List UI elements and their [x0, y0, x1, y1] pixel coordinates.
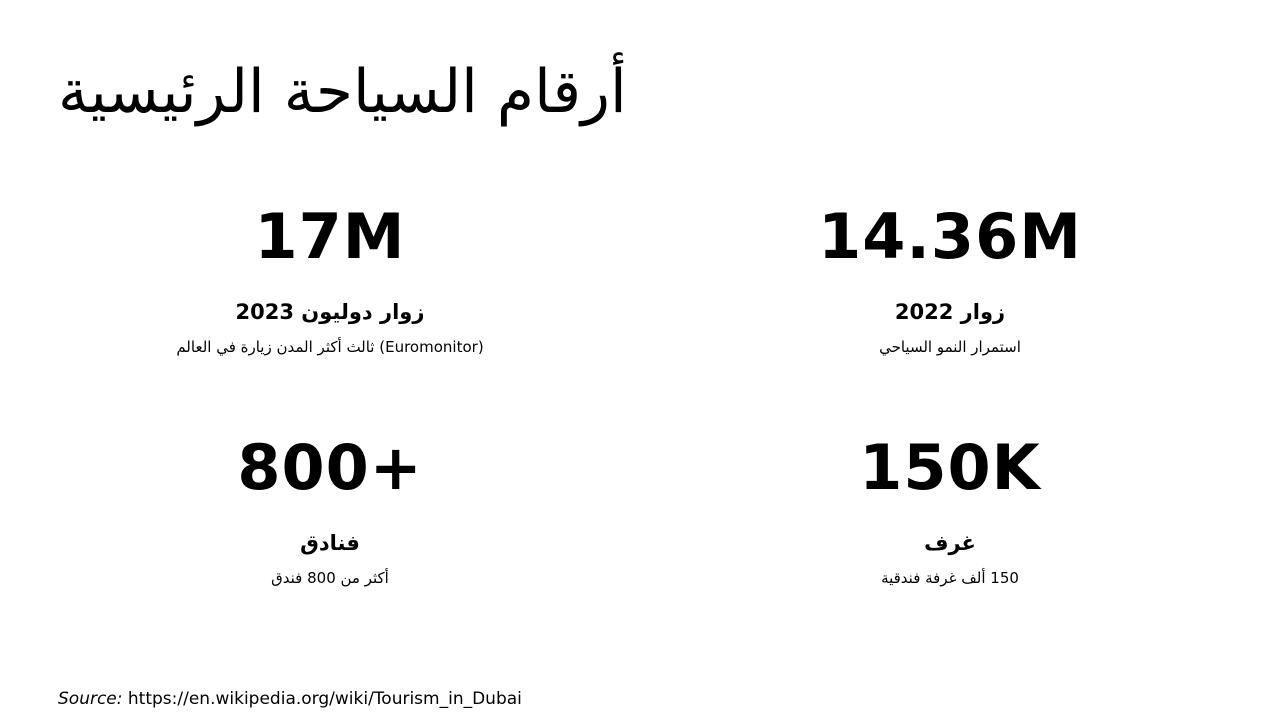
stat-card: 14.36M زوار 2022 استمرار النمو السياحي: [670, 202, 1230, 357]
stat-value: 800+: [237, 431, 423, 504]
source-prefix: Source:: [58, 689, 123, 709]
stat-value: 14.36M: [818, 200, 1082, 273]
stat-card: 17M زوار دوليون 2023 (Euromonitor) ثالث …: [50, 202, 610, 357]
stat-label: غرف: [924, 531, 976, 555]
stat-card: 150K غرف 150 ألف غرفة فندقية: [670, 433, 1230, 588]
source-citation: Source: https://en.wikipedia.org/wiki/To…: [58, 689, 522, 709]
stat-label: فنادق: [300, 531, 360, 555]
stat-value: 150K: [859, 431, 1041, 504]
stat-card: 800+ فنادق أكثر من 800 فندق: [50, 433, 610, 588]
page-title: أرقام السياحة الرئيسية: [58, 57, 627, 127]
stat-description: استمرار النمو السياحي: [879, 338, 1021, 356]
stat-description: 150 ألف غرفة فندقية: [881, 569, 1019, 587]
stat-label: زوار 2022: [894, 300, 1006, 324]
stat-description: (Euromonitor) ثالث أكثر المدن زيارة في ا…: [176, 338, 484, 356]
source-link[interactable]: https://en.wikipedia.org/wiki/Tourism_in…: [127, 689, 522, 709]
stat-label: زوار دوليون 2023: [235, 300, 425, 324]
stat-value: 17M: [254, 200, 406, 273]
stat-description: أكثر من 800 فندق: [271, 569, 389, 587]
